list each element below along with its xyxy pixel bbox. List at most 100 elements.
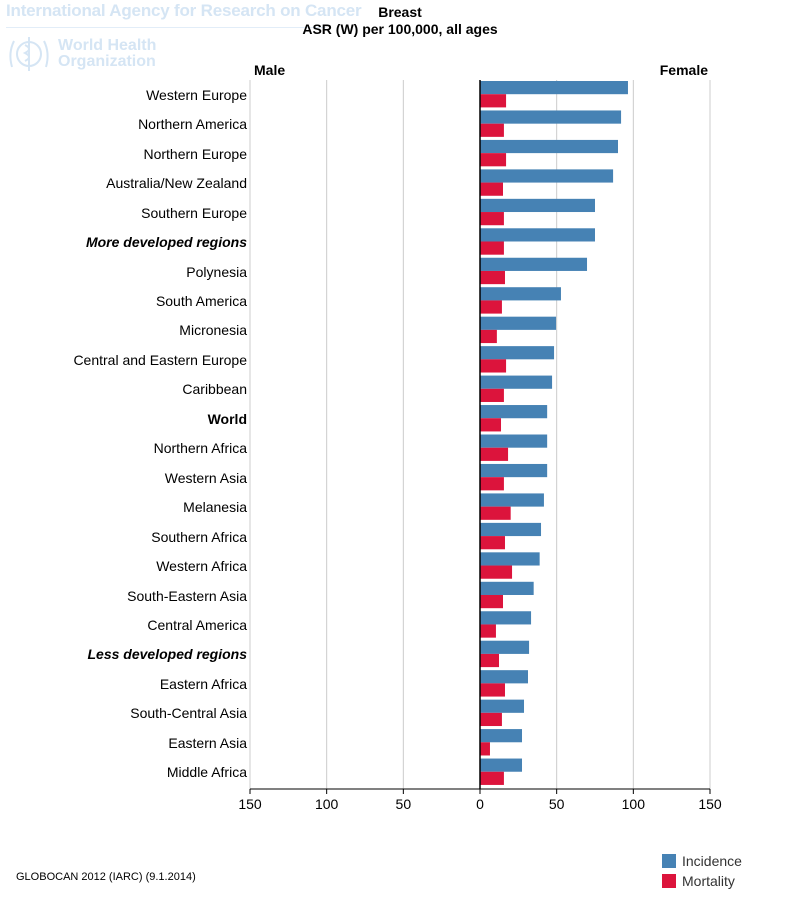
bar-incidence — [480, 257, 588, 271]
gridlines — [249, 80, 711, 789]
watermark-divider — [6, 27, 326, 28]
bar-mortality — [480, 94, 507, 108]
bar-incidence — [480, 552, 540, 566]
category-label: Northern Europe — [143, 145, 247, 162]
category-label: Caribbean — [182, 381, 247, 398]
category-label: Northern Africa — [153, 440, 247, 457]
bar-mortality — [480, 300, 502, 314]
bar-incidence — [480, 287, 561, 301]
x-tick-label: 150 — [238, 796, 262, 812]
bars — [480, 81, 628, 785]
who-line1: World Health — [58, 37, 157, 54]
category-label: Western Asia — [164, 469, 247, 486]
category-label: Western Africa — [156, 558, 247, 575]
bar-incidence — [480, 316, 557, 330]
bar-incidence — [480, 198, 595, 213]
category-label: Middle Africa — [166, 764, 247, 781]
bar-mortality — [480, 270, 505, 285]
bar-mortality — [480, 565, 513, 579]
bar-incidence — [480, 640, 530, 654]
category-label: Southern Europe — [141, 204, 247, 221]
bar-incidence — [480, 405, 548, 419]
x-tick-label: 150 — [698, 796, 722, 812]
x-tick-label: 100 — [315, 796, 339, 812]
bar-incidence — [480, 228, 595, 242]
bar-mortality — [480, 447, 509, 461]
bar-incidence — [480, 493, 544, 507]
bar-incidence — [480, 139, 618, 154]
legend-swatch-mortality — [662, 874, 676, 888]
bar-incidence — [480, 611, 532, 625]
x-tick-label: 100 — [622, 796, 646, 812]
category-label: Melanesia — [183, 499, 247, 516]
bar-incidence — [480, 434, 548, 448]
category-label: World — [207, 410, 247, 427]
who-emblem-icon — [9, 37, 49, 71]
male-panel-label: Male — [254, 62, 286, 78]
x-tick-label: 50 — [396, 796, 412, 812]
bar-mortality — [480, 182, 503, 196]
bar-incidence — [480, 463, 548, 478]
category-label: Micronesia — [179, 322, 247, 339]
bar-mortality — [480, 153, 507, 167]
bar-mortality — [480, 506, 511, 520]
bar-incidence — [480, 522, 542, 537]
category-label: Less developed regions — [87, 646, 248, 663]
category-label: Eastern Asia — [168, 734, 247, 751]
bar-incidence — [480, 699, 525, 713]
category-label: Central America — [147, 617, 247, 633]
bar-mortality — [480, 771, 504, 785]
category-label: Central and Eastern Europe — [73, 351, 247, 368]
category-label: Western Europe — [146, 86, 247, 103]
x-tick-label: 50 — [549, 796, 565, 812]
bar-incidence — [480, 81, 628, 95]
category-label: Australia/New Zealand — [106, 175, 247, 192]
bar-incidence — [480, 375, 553, 389]
bar-mortality — [480, 624, 496, 638]
bar-mortality — [480, 329, 497, 344]
category-label: Eastern Africa — [159, 675, 247, 692]
category-label: Northern America — [138, 116, 247, 133]
bar-incidence — [480, 758, 523, 772]
category-label: South-Central Asia — [130, 705, 247, 722]
bar-mortality — [480, 212, 504, 226]
legend-swatch-incidence — [662, 854, 676, 868]
category-label: More developed regions — [85, 234, 247, 250]
bar-mortality — [480, 683, 505, 697]
who-watermark: World Health Organization — [58, 38, 156, 70]
category-label: Polynesia — [186, 263, 247, 280]
bar-incidence — [480, 346, 555, 360]
bar-incidence — [480, 169, 614, 183]
x-axis: 150 100 50 0 50 100 150 — [238, 80, 722, 812]
category-label: South-Eastern Asia — [127, 587, 247, 604]
legend-label-incidence: Incidence — [682, 853, 742, 869]
chart-title: Breast — [378, 4, 422, 20]
bar-mortality — [480, 359, 507, 373]
bar-mortality — [480, 536, 505, 550]
legend: Incidence Mortality — [662, 851, 742, 891]
bar-mortality — [480, 241, 504, 255]
bar-mortality — [480, 712, 502, 727]
bar-mortality — [480, 418, 502, 432]
legend-item-mortality: Mortality — [662, 871, 742, 891]
legend-label-mortality: Mortality — [682, 873, 735, 889]
bar-mortality — [480, 477, 504, 491]
female-panel-label: Female — [659, 62, 708, 78]
bar-incidence — [480, 670, 528, 684]
legend-item-incidence: Incidence — [662, 851, 742, 871]
bar-mortality — [480, 123, 504, 137]
bar-mortality — [480, 653, 500, 668]
bar-mortality — [480, 594, 503, 609]
bar-incidence — [480, 110, 622, 124]
category-label: Southern Africa — [151, 528, 247, 545]
category-label: South America — [155, 292, 247, 309]
chart-subtitle: ASR (W) per 100,000, all ages — [302, 21, 498, 37]
who-line2: Organization — [58, 53, 156, 70]
bar-incidence — [480, 581, 534, 595]
x-tick-label: 0 — [476, 796, 484, 812]
bar-mortality — [480, 742, 490, 756]
iarc-watermark: International Agency for Research on Can… — [6, 1, 362, 20]
bar-incidence — [480, 729, 523, 743]
bar-mortality — [480, 388, 504, 402]
